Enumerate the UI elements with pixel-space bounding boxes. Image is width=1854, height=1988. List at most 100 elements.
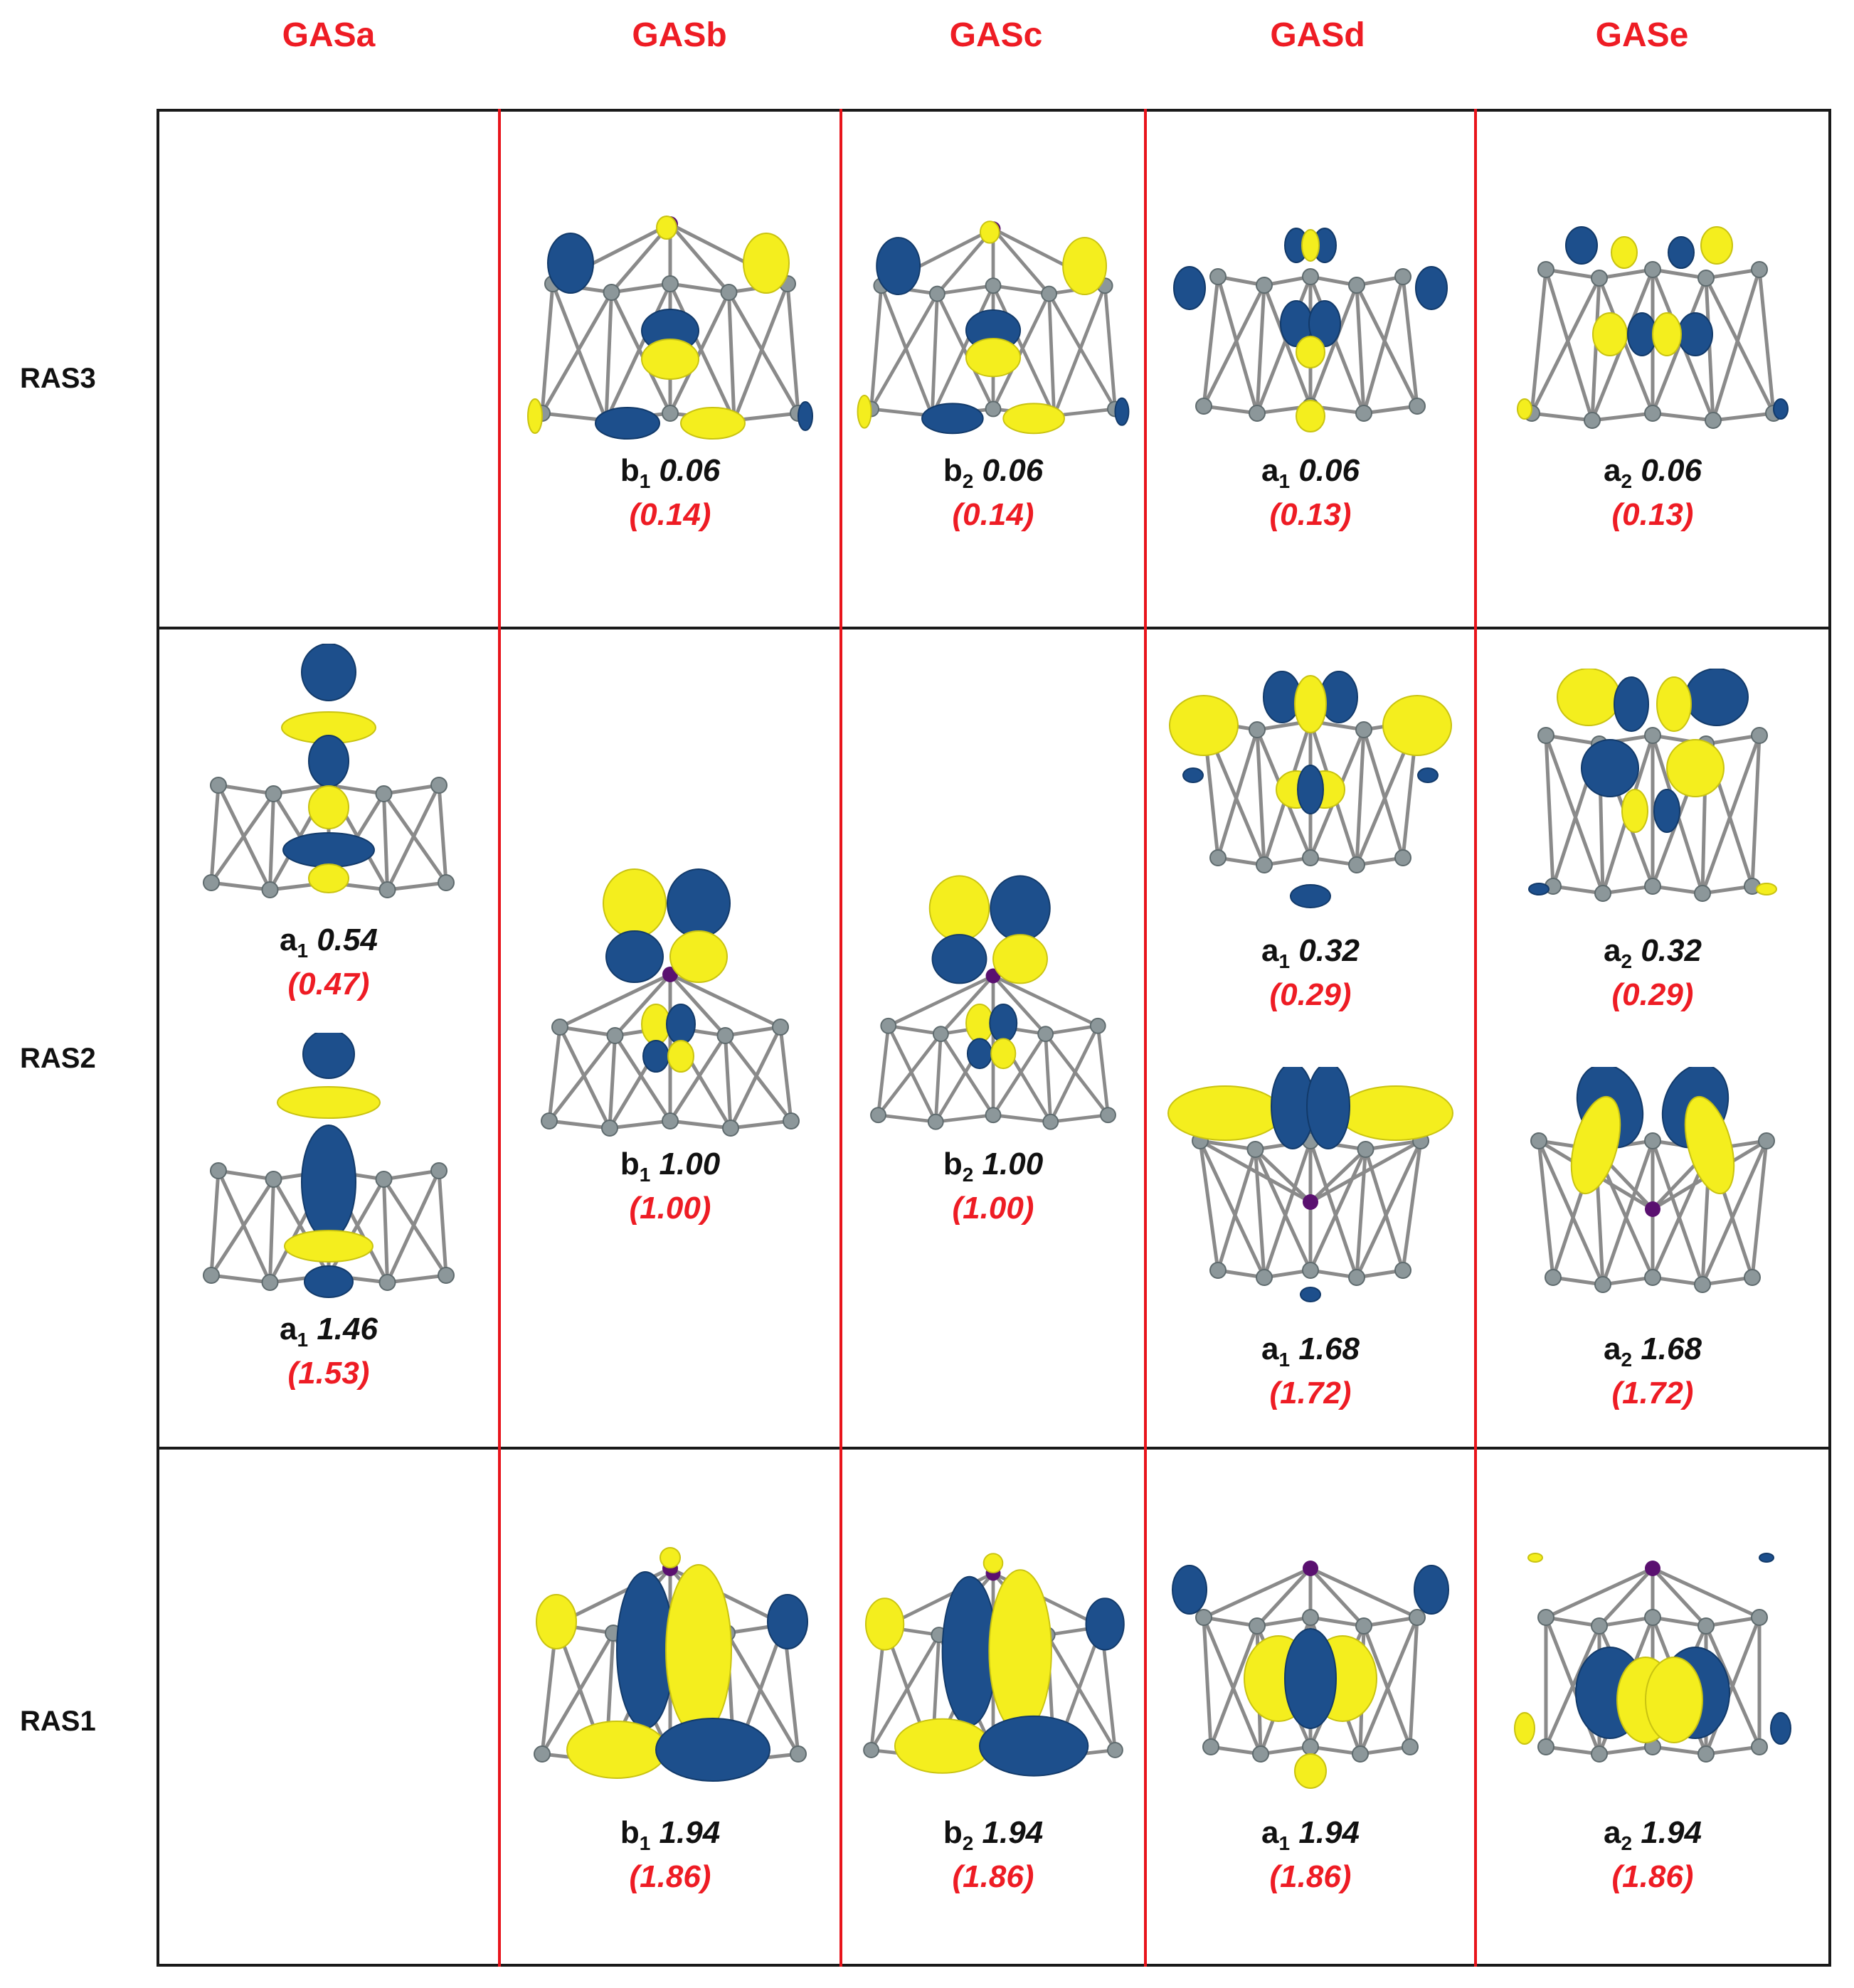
atom [1246, 1141, 1264, 1158]
atom [1694, 885, 1711, 902]
positive-lobe [992, 934, 1048, 984]
atom [1537, 1738, 1554, 1755]
atom [1644, 405, 1661, 422]
atom [261, 881, 279, 898]
atom [1751, 261, 1768, 278]
negative-lobe [547, 233, 594, 294]
orbital-label: a1 0.06 [1261, 453, 1360, 492]
a1-orbital-isosurface-icon [1172, 1561, 1449, 1789]
positive-lobe [603, 868, 667, 938]
atom [1644, 1132, 1661, 1149]
atom [601, 1120, 618, 1137]
atom [880, 1017, 897, 1034]
atom [375, 1171, 393, 1188]
atom [1209, 268, 1227, 285]
positive-lobe [982, 1553, 1004, 1573]
negative-lobe [1085, 1598, 1125, 1651]
row-divider [157, 627, 1831, 629]
atom [1249, 721, 1266, 738]
negative-lobe [1668, 236, 1695, 269]
atom [430, 1162, 447, 1179]
positive-lobe [1756, 883, 1777, 895]
atom [1644, 1269, 1661, 1286]
reference-occupation: (1.86) [1611, 1859, 1694, 1894]
atom [265, 1171, 282, 1188]
negative-lobe [667, 868, 731, 938]
a1-orbital-isosurface-icon [203, 644, 455, 898]
negative-lobe [1306, 1067, 1350, 1149]
a2-orbital-isosurface-icon [1517, 226, 1789, 429]
positive-lobe [284, 1230, 374, 1263]
atom [541, 1112, 558, 1129]
atom [1697, 1745, 1715, 1763]
metal-atom [1303, 1561, 1318, 1576]
row-header-ras3: RAS3 [20, 363, 96, 394]
negative-lobe [1415, 266, 1448, 310]
positive-lobe [1062, 237, 1107, 295]
negative-lobe [1182, 767, 1204, 783]
positive-lobe [1296, 336, 1325, 368]
row-divider [157, 1447, 1831, 1450]
orbital-cell-ras2-gase-lower: a2 1.68 (1.72) [1477, 1067, 1828, 1411]
atom [1537, 1609, 1554, 1626]
orbital-cell-ras1-gasc: b2 1.94 (1.86) [842, 1536, 1144, 1895]
a1-orbital-isosurface-icon [1169, 671, 1452, 908]
column-divider [1474, 109, 1477, 1967]
atom [1256, 1269, 1273, 1286]
atom [1302, 268, 1319, 285]
a2-orbital-isosurface-icon [1530, 1067, 1775, 1293]
atom [1348, 1269, 1365, 1286]
atom [1394, 1262, 1411, 1279]
positive-lobe [1684, 1095, 1735, 1195]
atom [1394, 849, 1411, 866]
orbital-cell-ras3-gasb: b1 0.06 (0.14) [501, 203, 839, 533]
row-header-ras2: RAS2 [20, 1043, 96, 1074]
positive-lobe [656, 216, 677, 240]
atom [1751, 1738, 1768, 1755]
positive-lobe [979, 220, 1000, 244]
atom [1202, 1738, 1219, 1755]
negative-lobe [1297, 765, 1324, 814]
negative-lobe [282, 832, 375, 868]
negative-lobe [1173, 266, 1206, 310]
atom [1252, 1745, 1269, 1763]
b1-orbital-isosurface-icon [534, 1547, 808, 1782]
atom [1705, 412, 1722, 429]
atom [790, 1745, 807, 1763]
orbital-cell-ras3-gase: a2 0.06 (0.13) [1477, 203, 1828, 533]
atom [1697, 270, 1715, 287]
orbital-label: b2 0.06 [943, 453, 1044, 492]
positive-lobe [665, 1564, 732, 1736]
row-header-ras1: RAS1 [20, 1706, 96, 1737]
atom [203, 874, 220, 891]
positive-lobe [1514, 1712, 1535, 1745]
positive-lobe [536, 1594, 577, 1649]
negative-lobe [1759, 1553, 1774, 1563]
atom [870, 1107, 886, 1124]
orbital-cell-ras3-gasd: a1 0.06 (0.13) [1147, 203, 1474, 533]
negative-lobe [1417, 767, 1439, 783]
negative-lobe [1773, 398, 1789, 420]
negative-lobe [1308, 300, 1341, 347]
atom [932, 1026, 949, 1043]
orbital-cell-ras2-gase-upper: a2 0.32 (0.29) [1477, 669, 1828, 1013]
positive-lobe [308, 785, 349, 829]
negative-lobe [595, 407, 660, 440]
atom [1591, 1617, 1608, 1634]
orbital-label: a2 0.32 [1604, 933, 1702, 972]
atom [210, 1162, 227, 1179]
atom [606, 1027, 624, 1044]
orbital-label: a1 1.46 [280, 1312, 378, 1351]
atom [261, 1274, 279, 1291]
negative-lobe [301, 1125, 356, 1240]
positive-lobe [1338, 1085, 1453, 1141]
negative-lobe [666, 1004, 696, 1045]
atom [929, 285, 945, 302]
reference-occupation: (1.86) [629, 1859, 711, 1894]
positive-lobe [990, 1038, 1017, 1070]
negative-lobe [989, 1003, 1018, 1043]
positive-lobe [641, 339, 699, 380]
orbital-label: b1 1.00 [620, 1147, 721, 1186]
atom [1744, 1269, 1761, 1286]
negative-lobe [1614, 676, 1649, 732]
